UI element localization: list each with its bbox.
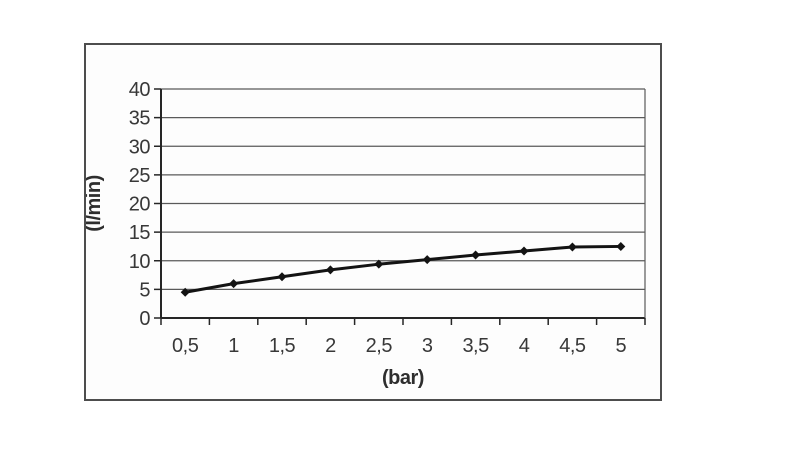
data-point-marker [616,241,626,251]
y-tick-label: 35 [129,108,151,130]
y-tick-label: 10 [129,251,151,273]
data-point-marker [471,250,481,260]
y-axis-title: (l/min) [86,175,105,232]
series-line [183,244,623,294]
y-tick-label: 25 [129,165,151,187]
x-tick-label: 1 [228,335,239,357]
data-point-marker [180,287,190,297]
y-tick-label: 40 [129,79,151,101]
data-point-marker [422,255,432,265]
y-tick-label: 5 [139,279,150,301]
y-tick-label: 15 [129,222,151,244]
y-tick-label: 0 [139,308,150,330]
data-point-marker [277,272,287,282]
x-tick-label: 3 [422,335,433,357]
chart-frame: 0 5 10 15 20 25 30 35 40 0,5 1 1,5 2 2,5 3 3,5 4 4,5 5 (bar… [84,43,662,401]
x-tick-label: 4 [519,335,530,357]
x-tick-label: 4,5 [559,335,586,357]
x-tick-label: 3,5 [462,335,489,357]
data-point-marker [374,259,384,269]
flow-rate-line-chart: 0 5 10 15 20 25 30 35 40 0,5 1 1,5 2 2,5 3 3,5 4 4,5 5 (bar… [86,79,646,389]
x-tick-label: 2 [325,335,336,357]
x-tick-label: 5 [615,335,626,357]
x-tick-label: 0,5 [172,335,199,357]
data-point-marker [567,242,577,252]
x-tick-label: 2,5 [366,335,393,357]
data-point-marker [519,246,529,256]
data-point-marker [229,279,239,289]
x-tick-label: 1,5 [269,335,296,357]
y-tick-label: 30 [129,136,151,158]
y-tick-label: 20 [129,194,151,216]
x-axis-title: (bar) [382,367,424,389]
data-point-marker [325,265,335,275]
